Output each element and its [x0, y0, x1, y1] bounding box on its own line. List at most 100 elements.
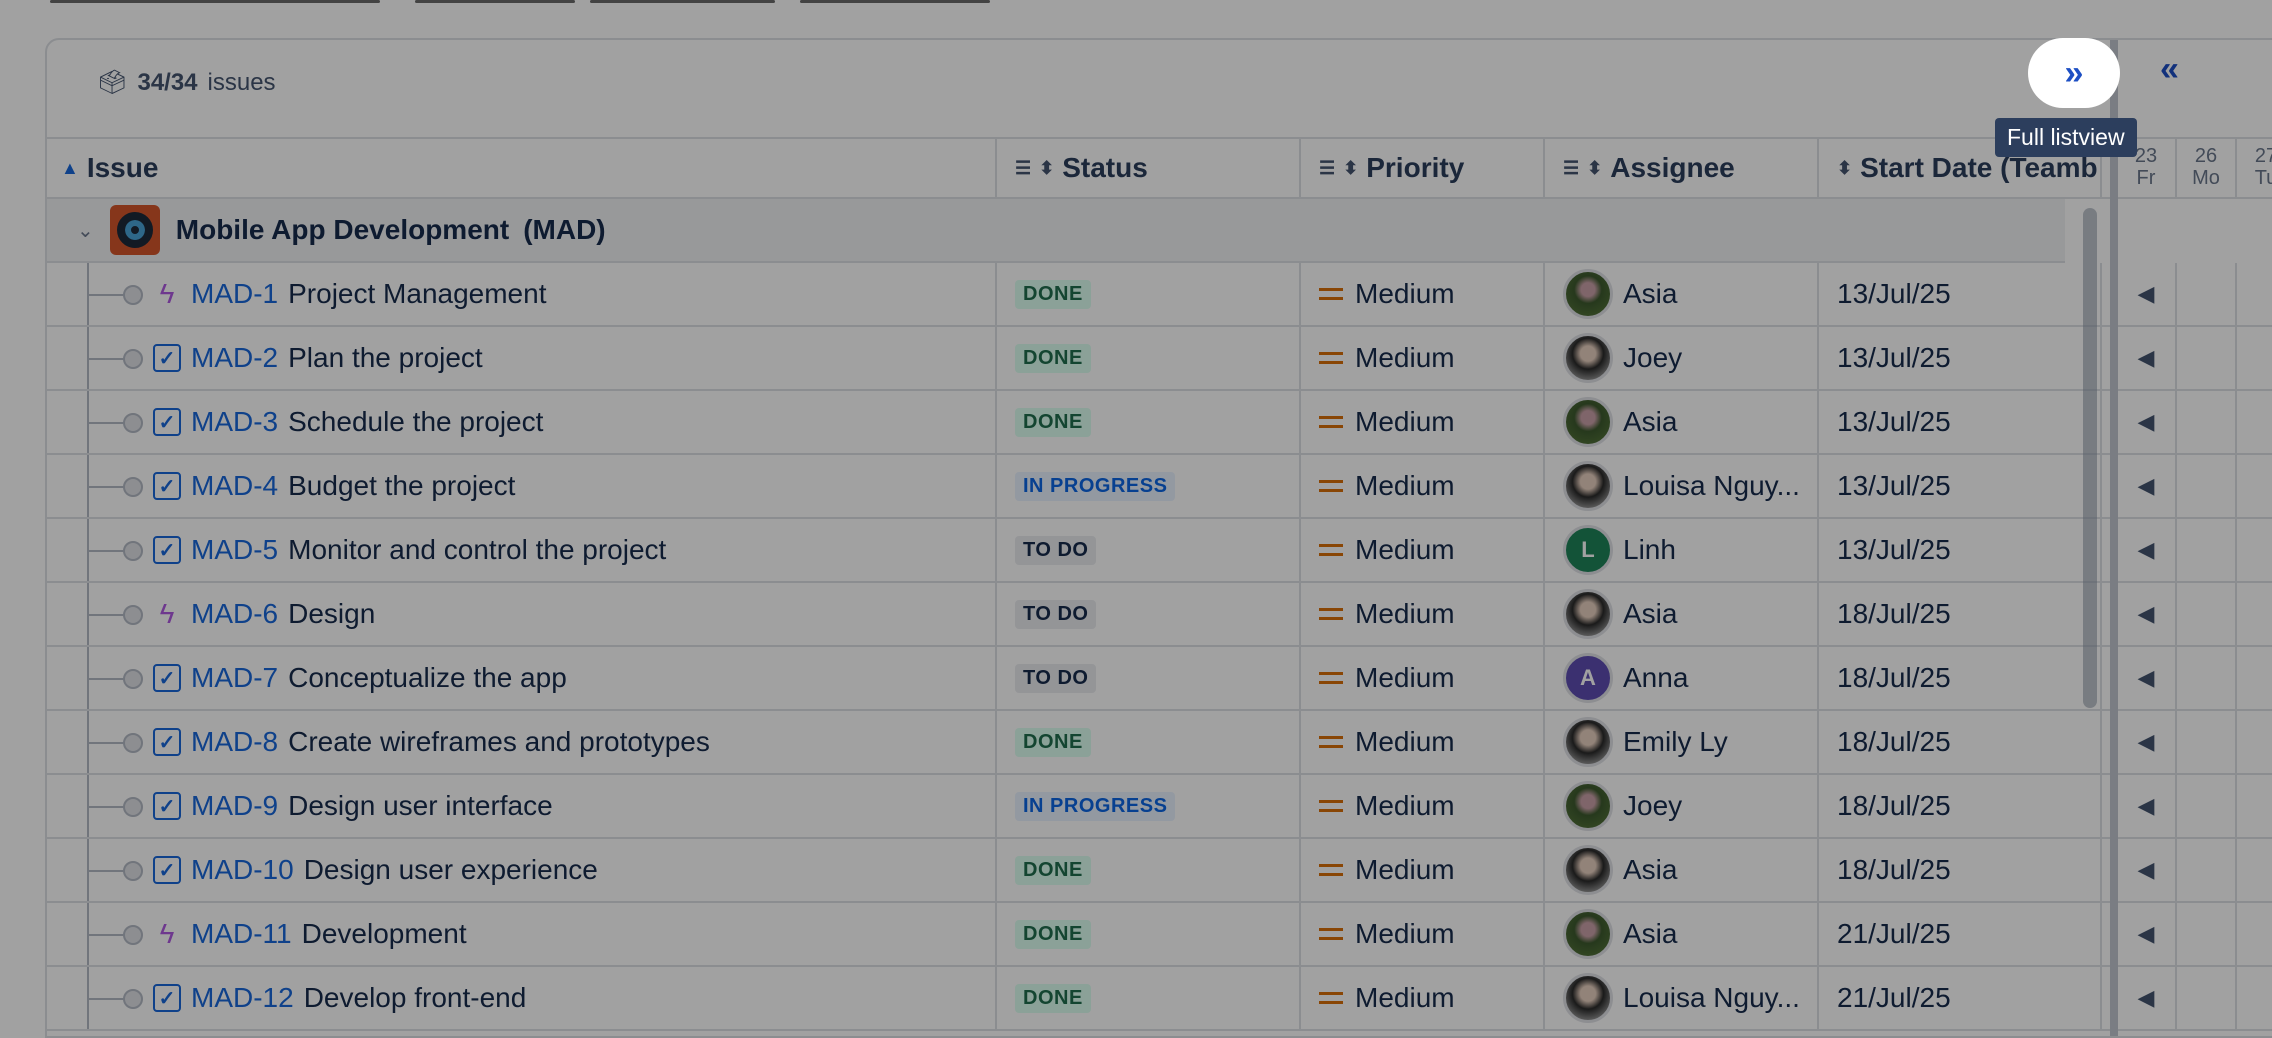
start-date-cell[interactable]: 13/Jul/25 — [1819, 263, 2102, 325]
chevron-down-icon[interactable]: ⌄ — [77, 219, 94, 242]
arrow-left-icon[interactable]: ◀ — [2117, 455, 2177, 517]
status-cell[interactable]: TO DO — [997, 647, 1301, 709]
table-row[interactable]: ✓ MAD-3 Schedule the project DONE Medium… — [47, 391, 2272, 455]
issue-key-link[interactable]: MAD-10 — [191, 854, 294, 885]
start-date-cell[interactable]: 21/Jul/25 — [1819, 903, 2102, 965]
issue-summary[interactable]: Development — [301, 918, 467, 949]
table-row[interactable]: ✓ MAD-5 Monitor and control the project … — [47, 519, 2272, 583]
issue-summary[interactable]: Create wireframes and prototypes — [288, 726, 710, 757]
assignee-cell[interactable]: Asia — [1545, 903, 1819, 965]
status-cell[interactable]: IN PROGRESS — [997, 775, 1301, 837]
arrow-left-icon[interactable]: ◀ — [2117, 263, 2177, 325]
priority-cell[interactable]: Medium — [1301, 455, 1545, 517]
vertical-scrollbar[interactable] — [2083, 208, 2097, 708]
sort-icon[interactable]: ⬍ — [1837, 157, 1853, 178]
assignee-cell[interactable]: Asia — [1545, 391, 1819, 453]
status-cell[interactable]: IN PROGRESS — [997, 455, 1301, 517]
priority-cell[interactable]: Medium — [1301, 583, 1545, 645]
start-date-cell[interactable]: 18/Jul/25 — [1819, 775, 2102, 837]
status-badge[interactable]: TO DO — [1015, 599, 1097, 629]
issue-summary[interactable]: Schedule the project — [288, 406, 544, 437]
split-divider[interactable] — [2110, 40, 2118, 1036]
assignee-cell[interactable]: L Linh — [1545, 519, 1819, 581]
issue-summary[interactable]: Plan the project — [288, 342, 483, 373]
issue-key-link[interactable]: MAD-8 — [191, 726, 279, 757]
sort-icon[interactable]: ⬍ — [1587, 157, 1603, 178]
issue-key-link[interactable]: MAD-11 — [191, 918, 292, 949]
arrow-left-icon[interactable]: ◀ — [2117, 583, 2177, 645]
status-cell[interactable]: DONE — [997, 327, 1301, 389]
arrow-left-icon[interactable]: ◀ — [2117, 903, 2177, 965]
column-start-date[interactable]: ⬍ Start Date (Teamb — [1819, 139, 2102, 197]
assignee-cell[interactable]: Asia — [1545, 263, 1819, 325]
priority-cell[interactable]: Medium — [1301, 839, 1545, 901]
arrow-left-icon[interactable]: ◀ — [2117, 391, 2177, 453]
table-row[interactable]: ✓ MAD-7 Conceptualize the app TO DO Medi… — [47, 647, 2272, 711]
status-cell[interactable]: DONE — [997, 263, 1301, 325]
arrow-left-icon[interactable]: ◀ — [2117, 647, 2177, 709]
status-badge[interactable]: DONE — [1015, 279, 1091, 309]
arrow-left-icon[interactable]: ◀ — [2117, 519, 2177, 581]
status-badge[interactable]: DONE — [1015, 407, 1091, 437]
start-date-cell[interactable]: 13/Jul/25 — [1819, 455, 2102, 517]
issue-key-link[interactable]: MAD-5 — [191, 534, 279, 565]
table-row[interactable]: ✓ MAD-12 Develop front-end DONE Medium L… — [47, 967, 2272, 1031]
status-badge[interactable]: TO DO — [1015, 535, 1097, 565]
priority-cell[interactable]: Medium — [1301, 519, 1545, 581]
table-row[interactable]: ✓ MAD-8 Create wireframes and prototypes… — [47, 711, 2272, 775]
status-badge[interactable]: TO DO — [1015, 663, 1097, 693]
priority-cell[interactable]: Medium — [1301, 711, 1545, 773]
collapse-list-button[interactable]: « — [2160, 50, 2179, 89]
issue-summary[interactable]: Budget the project — [288, 470, 516, 501]
assignee-cell[interactable]: Joey — [1545, 327, 1819, 389]
issue-key-link[interactable]: MAD-3 — [191, 406, 279, 437]
issue-summary[interactable]: Design user interface — [288, 790, 553, 821]
column-assignee[interactable]: ☰ ⬍ Assignee — [1545, 139, 1819, 197]
issue-key-link[interactable]: MAD-12 — [191, 982, 294, 1013]
status-badge[interactable]: DONE — [1015, 855, 1091, 885]
start-date-cell[interactable]: 13/Jul/25 — [1819, 519, 2102, 581]
issue-summary[interactable]: Design user experience — [303, 854, 598, 885]
priority-cell[interactable]: Medium — [1301, 263, 1545, 325]
status-badge[interactable]: DONE — [1015, 343, 1091, 373]
assignee-cell[interactable]: Asia — [1545, 839, 1819, 901]
status-badge[interactable]: IN PROGRESS — [1015, 471, 1176, 501]
assignee-cell[interactable]: Emily Ly — [1545, 711, 1819, 773]
status-cell[interactable]: DONE — [997, 903, 1301, 965]
issue-summary[interactable]: Develop front-end — [303, 982, 527, 1013]
issue-key-link[interactable]: MAD-9 — [191, 790, 279, 821]
assignee-cell[interactable]: Joey — [1545, 775, 1819, 837]
status-badge[interactable]: DONE — [1015, 727, 1091, 757]
issue-summary[interactable]: Design — [288, 598, 376, 629]
filter-icon[interactable]: ☰ — [1015, 157, 1032, 178]
status-cell[interactable]: TO DO — [997, 519, 1301, 581]
start-date-cell[interactable]: 18/Jul/25 — [1819, 711, 2102, 773]
arrow-left-icon[interactable]: ◀ — [2117, 711, 2177, 773]
table-row[interactable]: ✓ MAD-10 Design user experience DONE Med… — [47, 839, 2272, 903]
start-date-cell[interactable]: 18/Jul/25 — [1819, 647, 2102, 709]
full-listview-button[interactable]: » — [2028, 38, 2120, 108]
assignee-cell[interactable]: Asia — [1545, 583, 1819, 645]
column-priority[interactable]: ☰ ⬍ Priority — [1301, 139, 1545, 197]
start-date-cell[interactable]: 13/Jul/25 — [1819, 391, 2102, 453]
table-row[interactable]: ϟ MAD-1 Project Management DONE Medium A… — [47, 263, 2272, 327]
priority-cell[interactable]: Medium — [1301, 391, 1545, 453]
assignee-cell[interactable]: A Anna — [1545, 647, 1819, 709]
column-issue[interactable]: ▲ Issue — [47, 139, 997, 197]
table-row[interactable]: ✓ MAD-4 Budget the project IN PROGRESS M… — [47, 455, 2272, 519]
assignee-cell[interactable]: Louisa Nguy... — [1545, 967, 1819, 1029]
priority-cell[interactable]: Medium — [1301, 647, 1545, 709]
priority-cell[interactable]: Medium — [1301, 327, 1545, 389]
status-cell[interactable]: DONE — [997, 839, 1301, 901]
filter-icon[interactable]: ☰ — [1319, 157, 1336, 178]
arrow-left-icon[interactable]: ◀ — [2117, 967, 2177, 1029]
filter-icon[interactable]: ☰ — [1563, 157, 1580, 178]
column-status[interactable]: ☰ ⬍ Status — [997, 139, 1301, 197]
status-cell[interactable]: TO DO — [997, 583, 1301, 645]
issue-key-link[interactable]: MAD-6 — [191, 598, 279, 629]
priority-cell[interactable]: Medium — [1301, 967, 1545, 1029]
start-date-cell[interactable]: 18/Jul/25 — [1819, 839, 2102, 901]
start-date-cell[interactable]: 21/Jul/25 — [1819, 967, 2102, 1029]
start-date-cell[interactable]: 13/Jul/25 — [1819, 327, 2102, 389]
issue-key-link[interactable]: MAD-1 — [191, 278, 279, 309]
